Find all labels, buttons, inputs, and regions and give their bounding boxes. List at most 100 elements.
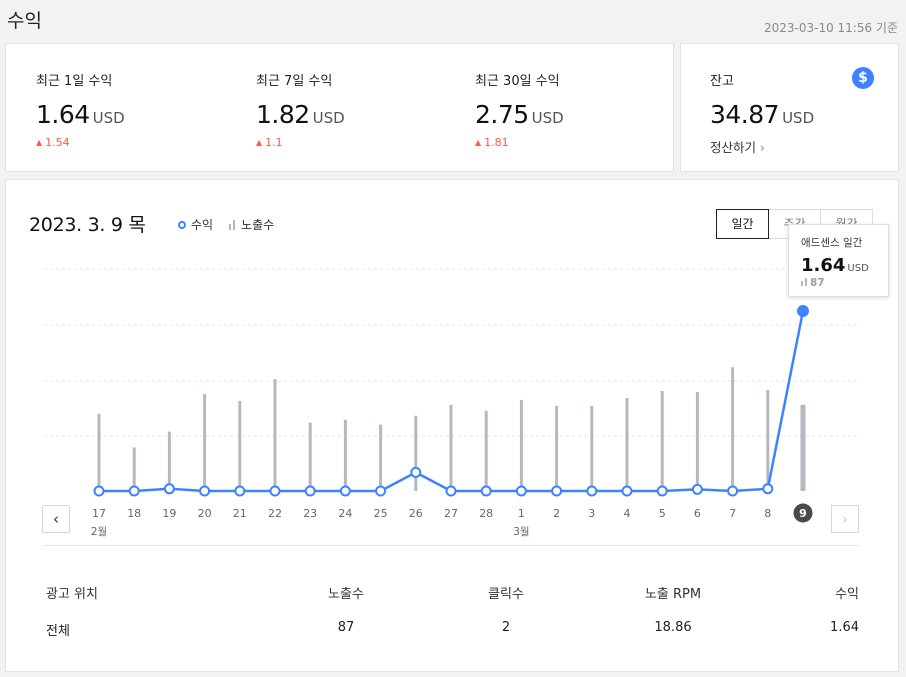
chart-tooltip: 애드센스 일간 1.64 USD 87 [788, 224, 889, 297]
x-month-label: 3월 [513, 526, 529, 538]
revenue-point [762, 483, 774, 495]
x-tick-label: 26 [409, 507, 423, 520]
column-header-clicks: 클릭수 [488, 587, 524, 602]
stat-unit: USD [531, 109, 564, 127]
chart-next-button[interactable]: › [831, 505, 859, 533]
column-header-impressions: 노출수 [328, 587, 364, 602]
x-tick-label: 9 [799, 507, 807, 520]
revenue-point [727, 485, 739, 497]
impressions-bar [590, 405, 594, 491]
stat-delta: ▲ 1.81 [475, 136, 564, 149]
x-tick-label: 1 [518, 507, 525, 520]
balance-label: 잔고 [710, 74, 734, 89]
revenue-point [375, 485, 387, 497]
impressions-bar [238, 400, 242, 491]
stat-value: 1.64 USD [36, 100, 125, 129]
impressions-bar [625, 397, 629, 491]
impressions-bar [660, 391, 664, 491]
legend-item-impressions[interactable]: 노출수 [229, 216, 274, 233]
impressions-bar [273, 379, 277, 491]
x-tick-label: 21 [233, 507, 247, 520]
column-header-rpm: 노출 RPM [644, 587, 702, 602]
last-updated-timestamp: 2023-03-10 11:56 기준 [763, 21, 898, 35]
stat-last-30-days: 최근 30일 수익 2.75 USD ▲ 1.81 [475, 70, 564, 149]
stat-last-1-day: 최근 1일 수익 1.64 USD ▲ 1.54 [36, 70, 125, 149]
legend-item-revenue[interactable]: 수익 [178, 216, 213, 233]
selected-day-marker [793, 503, 813, 523]
dollar-icon: $ [852, 67, 874, 89]
revenue-point [445, 485, 457, 497]
increase-arrow-icon: ▲ [36, 138, 43, 147]
impressions-bar [766, 390, 770, 491]
impressions-bar [555, 405, 559, 491]
balance-number: 34.87 [710, 100, 780, 129]
bar-chart-icon [801, 278, 807, 286]
revenue-point [691, 483, 703, 495]
revenue-point [199, 485, 211, 497]
revenue-summary-card: 최근 1일 수익 1.64 USD ▲ 1.54 최근 7일 수익 1.82 USD … [5, 43, 674, 172]
revenue-point [269, 485, 281, 497]
revenue-chart-card: 2023. 3. 9 목 수익 노출수 일간 주간 월간 17181920212… [5, 179, 899, 672]
tab-daily[interactable]: 일간 [716, 209, 769, 239]
tooltip-value: 1.64 USD [801, 255, 876, 276]
revenue-point [410, 466, 422, 478]
impressions-bar [97, 413, 101, 491]
x-tick-label: 23 [303, 507, 317, 520]
revenue-point [163, 483, 175, 495]
impressions-bar [484, 410, 488, 491]
tooltip-unit: USD [847, 263, 869, 274]
chart-prev-button[interactable]: ‹ [42, 505, 70, 533]
revenue-point [586, 485, 598, 497]
x-tick-label: 2 [553, 507, 560, 520]
balance-card: 잔고 34.87 USD 정산하기 › $ [680, 43, 899, 172]
revenue-point [656, 485, 668, 497]
chevron-right-icon: › [842, 510, 848, 528]
x-tick-label: 20 [198, 507, 212, 520]
chart-date-title: 2023. 3. 9 목 [29, 214, 146, 236]
column-header-ad-placement: 광고 위치 [46, 587, 98, 602]
impressions-bar [308, 422, 312, 491]
x-month-label: 2월 [91, 526, 107, 538]
stat-unit: USD [312, 109, 345, 127]
revenue-point [128, 485, 140, 497]
stat-last-7-days: 최근 7일 수익 1.82 USD ▲ 1.1 [256, 70, 345, 149]
stat-delta: ▲ 1.1 [256, 136, 345, 149]
revenue-point [93, 485, 105, 497]
tooltip-number: 1.64 [801, 255, 846, 276]
x-tick-label: 17 [92, 507, 106, 520]
increase-arrow-icon: ▲ [475, 138, 482, 147]
settle-label: 정산하기 [710, 140, 757, 155]
bar-chart-icon [229, 219, 236, 230]
cell-ad-placement: 전체 [46, 624, 70, 639]
impressions-bar [519, 399, 523, 491]
legend-label: 수익 [191, 218, 214, 232]
impressions-bar [132, 447, 136, 491]
revenue-point [304, 485, 316, 497]
column-header-revenue: 수익 [835, 587, 859, 602]
impressions-bar [167, 431, 171, 491]
x-tick-label: 27 [444, 507, 458, 520]
stat-number: 2.75 [475, 100, 529, 129]
x-tick-label: 5 [659, 507, 666, 520]
cell-impressions: 87 [337, 620, 355, 635]
impressions-bar [695, 392, 699, 491]
revenue-point [515, 485, 527, 497]
x-tick-label: 24 [338, 507, 352, 520]
revenue-point [234, 485, 246, 497]
revenue-point [551, 485, 563, 497]
revenue-point [797, 305, 809, 317]
impressions-bar [414, 415, 418, 491]
x-tick-label: 28 [479, 507, 493, 520]
tooltip-impressions: 87 [801, 277, 876, 289]
legend-label: 노출수 [241, 218, 275, 232]
stat-number: 1.64 [36, 100, 90, 129]
increase-arrow-icon: ▲ [256, 138, 263, 147]
cell-clicks: 2 [501, 620, 511, 635]
impressions-bar [731, 367, 735, 491]
divider [43, 545, 859, 546]
x-tick-label: 4 [624, 507, 631, 520]
cell-rpm: 18.86 [654, 620, 692, 635]
stat-delta-value: 1.54 [45, 136, 70, 149]
settle-link[interactable]: 정산하기 › [710, 137, 814, 156]
page-title: 수익 [7, 10, 42, 32]
